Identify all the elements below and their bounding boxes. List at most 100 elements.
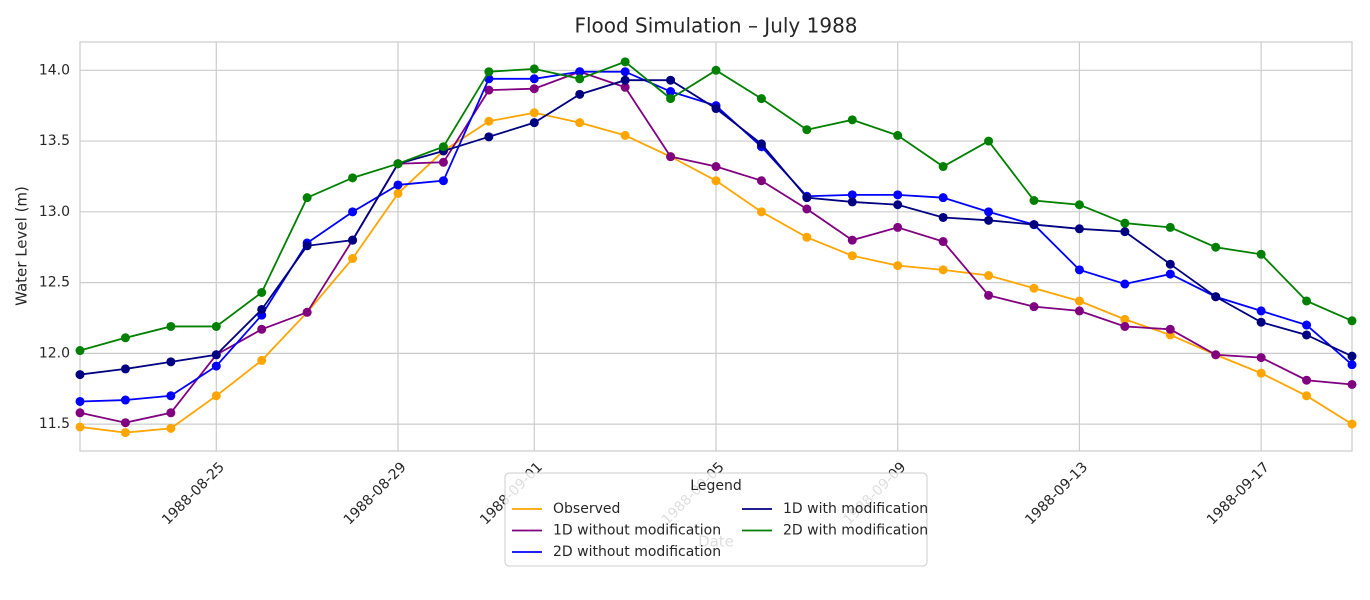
data-point: [893, 190, 903, 200]
data-point: [438, 176, 448, 186]
data-point: [802, 204, 812, 214]
data-point: [302, 241, 312, 251]
data-point: [166, 423, 176, 433]
data-point: [120, 333, 130, 343]
data-point: [847, 197, 857, 207]
data-point: [756, 139, 766, 149]
data-point: [711, 162, 721, 172]
data-point: [120, 428, 130, 438]
legend-box: [504, 472, 928, 567]
data-point: [257, 304, 267, 314]
data-point: [575, 74, 585, 84]
data-point: [1256, 368, 1266, 378]
x-tick-label: 1988-08-29: [341, 459, 410, 528]
data-point: [393, 188, 403, 198]
data-point: [756, 94, 766, 104]
legend-label: 1D without modification: [553, 523, 721, 539]
data-point: [1302, 375, 1312, 385]
data-point: [1256, 317, 1266, 327]
data-point: [1120, 321, 1130, 331]
data-point: [938, 193, 948, 203]
legend-label: 2D with modification: [783, 523, 928, 539]
data-point: [893, 200, 903, 210]
data-point: [1029, 302, 1039, 312]
data-point: [620, 57, 630, 67]
data-point: [620, 130, 630, 140]
data-point: [847, 251, 857, 261]
data-point: [620, 75, 630, 85]
data-point: [393, 180, 403, 190]
data-point: [984, 290, 994, 300]
data-point: [938, 265, 948, 275]
data-point: [984, 215, 994, 225]
data-point: [529, 84, 539, 94]
data-point: [575, 118, 585, 128]
data-point: [1211, 242, 1221, 252]
data-point: [120, 364, 130, 374]
data-point: [120, 418, 130, 428]
data-point: [529, 64, 539, 74]
x-tick-label: 1988-09-13: [1022, 459, 1091, 528]
data-point: [166, 408, 176, 418]
data-point: [711, 176, 721, 186]
data-point: [166, 357, 176, 367]
data-point: [529, 108, 539, 118]
data-point: [1029, 220, 1039, 230]
data-point: [711, 104, 721, 114]
data-point: [1256, 353, 1266, 363]
data-point: [893, 261, 903, 271]
data-point: [348, 254, 358, 264]
data-point: [1165, 324, 1175, 334]
data-point: [1120, 218, 1130, 228]
data-point: [938, 237, 948, 247]
data-point: [802, 232, 812, 242]
data-point: [666, 152, 676, 162]
data-point: [847, 235, 857, 245]
data-point: [1256, 306, 1266, 316]
data-point: [1165, 222, 1175, 232]
data-point: [348, 235, 358, 245]
data-point: [893, 222, 903, 232]
data-point: [1074, 200, 1084, 210]
data-point: [1347, 419, 1357, 429]
data-point: [302, 193, 312, 203]
legend-label: 2D without modification: [553, 544, 721, 560]
data-point: [166, 391, 176, 401]
y-tick-label: 11.5: [39, 416, 70, 432]
y-tick-label: 13.0: [39, 204, 70, 220]
data-point: [257, 355, 267, 365]
data-point: [1347, 360, 1357, 370]
data-point: [620, 82, 630, 92]
x-tick-label: 1988-09-17: [1204, 459, 1273, 528]
data-point: [393, 159, 403, 169]
data-point: [529, 118, 539, 128]
data-point: [1029, 283, 1039, 293]
data-point: [666, 94, 676, 104]
data-point: [1120, 314, 1130, 324]
data-point: [1347, 316, 1357, 326]
data-point: [75, 370, 85, 380]
data-point: [1165, 259, 1175, 269]
data-point: [484, 67, 494, 77]
data-point: [75, 396, 85, 406]
data-point: [484, 132, 494, 142]
data-point: [847, 190, 857, 200]
data-point: [484, 85, 494, 95]
data-point: [211, 350, 221, 360]
data-point: [302, 307, 312, 317]
legend-label: Observed: [553, 501, 620, 517]
data-point: [1347, 351, 1357, 361]
data-point: [620, 67, 630, 77]
chart-title: Flood Simulation – July 1988: [574, 14, 857, 38]
data-point: [984, 207, 994, 217]
data-point: [1256, 249, 1266, 259]
data-point: [75, 408, 85, 418]
data-point: [348, 207, 358, 217]
data-point: [211, 391, 221, 401]
data-point: [984, 271, 994, 281]
data-point: [257, 324, 267, 334]
data-point: [1074, 306, 1084, 316]
data-point: [1302, 391, 1312, 401]
data-point: [120, 395, 130, 405]
